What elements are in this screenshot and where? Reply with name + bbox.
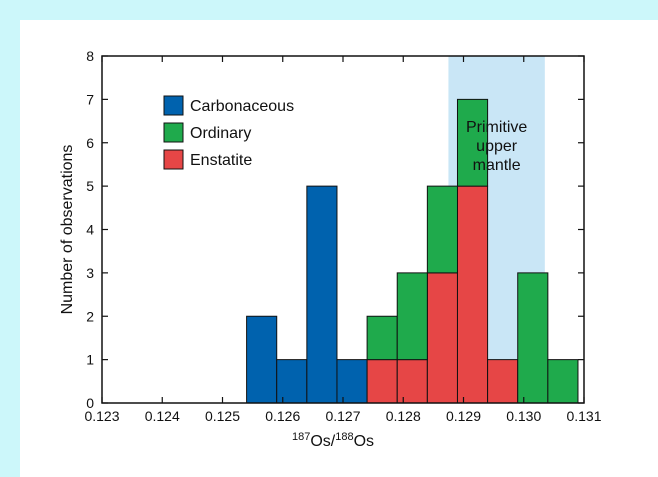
y-tick-label-1: 1: [86, 352, 94, 368]
bar-enstatite-7: [456, 185, 489, 404]
y-tick-label-2: 2: [86, 308, 94, 324]
x-axis-title-base1: Os/: [310, 433, 335, 450]
y-tick-label-6: 6: [86, 135, 94, 151]
y-tick-label-4: 4: [86, 222, 94, 238]
bar-carbonaceous-1: [276, 359, 308, 404]
frame-top-band: [0, 0, 658, 20]
y-tick-label-5: 5: [86, 178, 94, 194]
bar-ordinary-5: [396, 272, 428, 361]
bar-enstatite-8: [487, 359, 519, 404]
x-axis-title: 187Os/188Os: [292, 431, 374, 450]
x-axis-title-base2: Os: [354, 433, 374, 450]
region-label-line-0: Primitive: [466, 119, 527, 136]
bar-enstatite-4: [366, 359, 398, 404]
bar-carbonaceous-0: [246, 315, 278, 404]
legend-label-enstatite: Enstatite: [190, 152, 252, 169]
bar-carbonaceous-2: [306, 185, 338, 404]
legend-swatch-enstatite: [163, 149, 184, 170]
legend-label-carbonaceous: Carbonaceous: [190, 98, 294, 115]
x-axis-title-sup1: 187: [292, 431, 310, 443]
bar-layer: [246, 98, 579, 404]
bar-ordinary-4: [366, 315, 398, 361]
legend-label-ordinary: Ordinary: [190, 125, 251, 142]
y-tick-label-3: 3: [86, 265, 94, 281]
x-tick-label-3: 0.126: [265, 408, 300, 424]
region-label-line-1: upper: [476, 138, 518, 155]
x-axis-title-sup2: 188: [335, 431, 353, 443]
bar-enstatite-5: [396, 359, 428, 404]
x-tick-label-1: 0.124: [145, 408, 180, 424]
annotation-layer: Primitive upper mantle: [466, 119, 527, 174]
region-label-line-2: mantle: [473, 157, 521, 174]
x-tick-label-5: 0.128: [386, 408, 421, 424]
y-tick-label-0: 0: [86, 395, 94, 411]
bar-enstatite-6: [426, 272, 458, 404]
x-tick-label-6: 0.129: [446, 408, 481, 424]
frame-left-band: [0, 0, 20, 477]
bar-ordinary-9: [517, 272, 549, 404]
bar-ordinary-6: [426, 185, 458, 274]
x-tick-label-8: 0.131: [566, 408, 601, 424]
bar-ordinary-7: [456, 98, 489, 187]
bar-carbonaceous-3: [336, 359, 368, 404]
tick-layer: 0.123 0.124 0.125 0.126 0.127 0.128 0.129 0.130…: [84, 48, 601, 424]
x-tick-label-2: 0.125: [205, 408, 240, 424]
y-tick-label-8: 8: [86, 48, 94, 64]
legend-swatch-carbonaceous: [163, 95, 184, 116]
x-tick-label-7: 0.130: [506, 408, 541, 424]
legend-swatch-ordinary: [163, 122, 184, 143]
y-tick-label-7: 7: [86, 91, 94, 107]
bar-ordinary-10: [547, 359, 579, 404]
x-tick-label-0: 0.123: [84, 408, 119, 424]
x-tick-label-4: 0.127: [325, 408, 360, 424]
legend: Carbonaceous Ordinary Enstatite: [163, 95, 294, 170]
y-axis-title: Number of observations: [59, 145, 76, 315]
